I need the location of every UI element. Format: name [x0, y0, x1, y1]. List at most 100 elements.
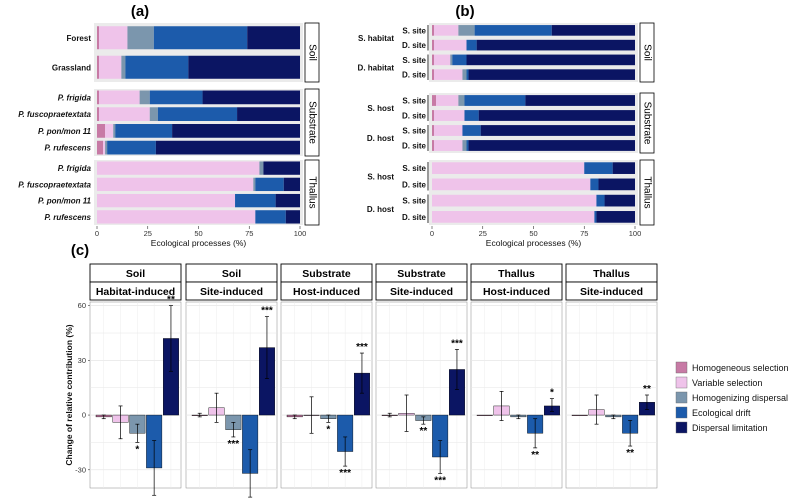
bar-b-soil-s-habitat-d-site-seg-homogeneous-selection	[432, 39, 435, 51]
x-tick-label-b: 25	[479, 229, 487, 238]
bar-a-thallus-p-frigida-seg-variable-selection	[97, 161, 260, 175]
bar-a-substrate-p-frigida-seg-homogeneous-selection	[97, 90, 100, 105]
bar-b-substrate-s-host-d-site-seg-variable-selection	[434, 110, 465, 121]
strip-top-label-c: Thallus	[593, 268, 630, 280]
row-label-b: D. site	[402, 41, 427, 50]
bar-a-substrate-p-rufescens-seg-dispersal-limitation	[155, 140, 300, 155]
bar-b-soil-s-habitat-s-site-seg-homogenizing-dispersal	[458, 25, 475, 36]
significance-c: **	[531, 450, 539, 461]
x-tick-label-a: 0	[95, 229, 99, 238]
strip-top-label-c: Soil	[222, 268, 241, 280]
significance-c: **	[167, 295, 175, 306]
bar-b-thallus-s-host-s-site-seg-dispersal-limitation	[612, 162, 635, 174]
bar-a-substrate-p-rufescens-seg-ecological-drift	[107, 140, 156, 155]
bar-b-soil-d-habitat-d-site-seg-homogenizing-dispersal	[462, 69, 467, 80]
bar-a-thallus-p-fuscopraetextata-seg-dispersal-limitation	[283, 177, 300, 192]
bar-b-substrate-d-host-s-site-seg-homogeneous-selection	[432, 125, 435, 136]
bar-b-substrate-d-host-s-site-seg-ecological-drift	[462, 125, 481, 136]
bar-b-soil-d-habitat-s-site-seg-homogenizing-dispersal	[450, 54, 453, 66]
bar-a-soil-forest-seg-homogeneous-selection	[97, 26, 100, 50]
bar-b-substrate-s-host-s-site-seg-homogeneous-selection	[432, 95, 437, 106]
bar-b-substrate-d-host-d-site-seg-ecological-drift	[466, 140, 469, 151]
panel-a-strip-label: Substrate	[306, 101, 317, 144]
bar-b-thallus-s-host-d-site-seg-dispersal-limitation	[598, 178, 635, 191]
panel-label-c: (c)	[71, 242, 89, 259]
y-tick-label-c: 0	[82, 411, 86, 420]
strip-bottom-c	[470, 281, 563, 301]
significance-c: **	[626, 448, 634, 459]
bar-a-substrate-p-frigida-seg-homogenizing-dispersal	[139, 90, 150, 105]
strip-top-label-c: Soil	[126, 268, 145, 280]
bar-a-soil-grassland-seg-ecological-drift	[125, 55, 189, 79]
bar-a-soil-forest-seg-ecological-drift	[153, 26, 248, 50]
bar-a-thallus-p-rufescens-seg-ecological-drift	[255, 210, 286, 224]
panel-a-strip-label: Thallus	[306, 176, 317, 208]
significance-c: *	[550, 388, 554, 399]
bar-a-thallus-p-fuscopraetextata-seg-ecological-drift	[255, 177, 284, 192]
row-label-a: P. fuscopraetextata	[18, 110, 91, 119]
bar-b-soil-s-habitat-s-site-seg-ecological-drift	[474, 25, 552, 36]
row-label-b: D. site	[402, 112, 427, 121]
x-tick-label-a: 100	[294, 229, 307, 238]
panel-b-strip	[639, 22, 655, 83]
legend-label-variable-selection: Variable selection	[692, 378, 762, 388]
bar-a-substrate-p-pon-mon-11-seg-variable-selection	[105, 124, 114, 138]
bar-b-soil-d-habitat-d-site-seg-homogeneous-selection	[432, 69, 435, 80]
bar-c-thallus-host-induced-homogeneous-selection	[476, 414, 493, 416]
legend-swatch-homogeneous-selection	[675, 361, 688, 374]
legend-label-dispersal-limitation: Dispersal limitation	[692, 423, 768, 433]
row-label-b: S. site	[402, 97, 426, 106]
significance-c: ***	[261, 306, 273, 317]
significance-c: ***	[228, 439, 240, 450]
bar-a-soil-forest-seg-variable-selection	[99, 26, 128, 50]
legend-label-homogeneous-selection: Homogeneous selection	[692, 363, 789, 373]
x-axis-title-a: Ecological processes (%)	[151, 238, 247, 248]
bar-b-thallus-d-host-s-site-seg-variable-selection	[432, 194, 597, 207]
y-tick-label-c: 30	[78, 356, 86, 365]
x-tick-label-b: 0	[430, 229, 434, 238]
bar-a-substrate-p-fuscopraetextata-seg-variable-selection	[99, 107, 150, 121]
bar-b-substrate-s-host-s-site-seg-dispersal-limitation	[525, 95, 635, 106]
row-label-b: D. site	[402, 142, 427, 151]
bar-b-soil-s-habitat-s-site-seg-variable-selection	[434, 25, 459, 36]
strip-top-label-c: Substrate	[397, 268, 446, 280]
bar-b-thallus-d-host-s-site-seg-ecological-drift	[596, 194, 605, 207]
panel-a-strip	[304, 22, 320, 83]
row-label-b: D. site	[402, 180, 427, 189]
x-tick-label-a: 50	[194, 229, 202, 238]
legend-swatch-dispersal-limitation	[675, 421, 688, 434]
subgroup-label-b: S. habitat	[358, 34, 394, 43]
bar-a-substrate-p-fuscopraetextata-seg-homogeneous-selection	[97, 107, 100, 121]
bar-a-thallus-p-rufescens-seg-dispersal-limitation	[285, 210, 300, 224]
bar-b-soil-d-habitat-s-site-seg-variable-selection	[434, 54, 451, 66]
bar-b-substrate-s-host-d-site-seg-ecological-drift	[464, 110, 479, 121]
bar-a-soil-grassland-seg-homogeneous-selection	[97, 55, 100, 79]
row-label-b: S. site	[402, 26, 426, 35]
bar-b-substrate-s-host-s-site-seg-variable-selection	[436, 95, 459, 106]
x-tick-label-a: 25	[144, 229, 152, 238]
bar-b-substrate-s-host-s-site-seg-homogenizing-dispersal	[458, 95, 465, 106]
bar-b-substrate-s-host-d-site-seg-dispersal-limitation	[478, 110, 635, 121]
bar-b-soil-d-habitat-d-site-seg-variable-selection	[434, 69, 463, 80]
bar-a-substrate-p-rufescens-seg-variable-selection	[103, 140, 106, 155]
panel-a-strip	[304, 159, 320, 226]
panel-b-strip	[639, 159, 655, 226]
legend-swatch-homogenizing-dispersal	[675, 391, 688, 404]
bar-b-soil-d-habitat-s-site-seg-ecological-drift	[452, 54, 467, 66]
strip-bottom-c	[375, 281, 468, 301]
significance-c: **	[643, 384, 651, 395]
strip-bottom-label-c: Site-induced	[390, 286, 453, 298]
bar-b-thallus-d-host-d-site-seg-dispersal-limitation	[596, 211, 635, 223]
row-label-a: P. pon/mon 11	[38, 197, 92, 206]
bar-a-thallus-p-frigida-seg-dispersal-limitation	[263, 161, 300, 175]
strip-bottom-c	[89, 281, 182, 301]
y-tick-label-c: 60	[78, 301, 86, 310]
bar-a-substrate-p-rufescens-seg-homogenizing-dispersal	[105, 140, 108, 155]
significance-c: ***	[339, 468, 351, 479]
bar-a-substrate-p-pon-mon-11-seg-dispersal-limitation	[172, 124, 300, 138]
bar-a-substrate-p-fuscopraetextata-seg-dispersal-limitation	[237, 107, 300, 121]
legend-swatch-ecological-drift	[675, 406, 688, 419]
significance-c: *	[326, 424, 330, 435]
bar-a-thallus-p-frigida-seg-homogenizing-dispersal	[259, 161, 264, 175]
row-label-a: P. fuscopraetextata	[18, 180, 91, 189]
